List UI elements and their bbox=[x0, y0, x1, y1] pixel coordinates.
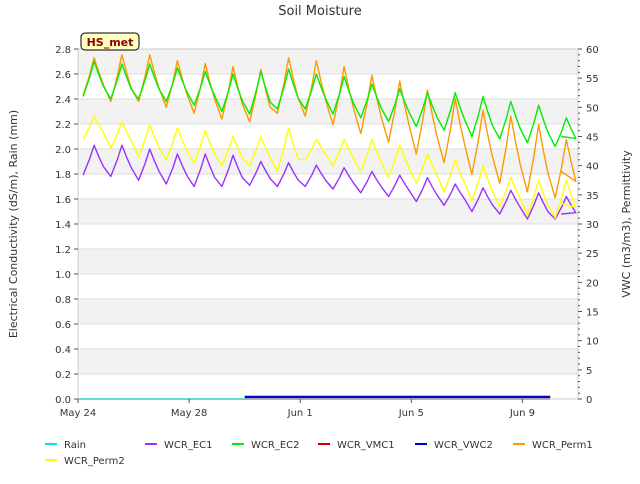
right-tick-label: 20 bbox=[586, 278, 599, 289]
legend-label: WCR_EC2 bbox=[251, 440, 299, 451]
right-axis-label: VWC (m3/m3), Permittivity bbox=[620, 150, 633, 298]
left-tick-label: 1.4 bbox=[55, 220, 71, 231]
chart-title: Soil Moisture bbox=[278, 4, 362, 19]
legend-item-wcr-ec1: WCR_EC1 bbox=[145, 440, 212, 451]
series-line-wcr-ec2 bbox=[82, 60, 577, 148]
legend-label: WCR_Perm2 bbox=[64, 456, 125, 467]
x-axis: May 24 May 28 Jun 1 Jun 5 Jun 9 bbox=[60, 399, 535, 419]
series-line-wcr-ec1 bbox=[82, 144, 577, 220]
right-tick-label: 15 bbox=[586, 308, 599, 319]
grid-band bbox=[78, 149, 578, 174]
left-tick-label: 2.4 bbox=[55, 95, 71, 106]
right-tick-label: 5 bbox=[586, 366, 592, 377]
grid-band bbox=[78, 249, 578, 274]
legend-item-rain: Rain bbox=[45, 440, 86, 451]
x-tick-label: May 24 bbox=[60, 408, 97, 419]
grid-band bbox=[78, 199, 578, 224]
legend: Rain WCR_EC1 WCR_EC2 WCR_VMC1 WCR_VWC2 WCR_Pe… bbox=[45, 440, 593, 467]
left-tick-label: 0.8 bbox=[55, 295, 71, 306]
left-tick-label: 2.8 bbox=[55, 45, 71, 56]
x-tick-label: Jun 1 bbox=[287, 408, 313, 419]
left-tick-label: 0.2 bbox=[55, 370, 71, 381]
left-tick-label: 1.0 bbox=[55, 270, 71, 281]
left-tick-label: 0.4 bbox=[55, 345, 71, 356]
legend-item-wcr-vmc1: WCR_VMC1 bbox=[318, 440, 395, 451]
right-tick-label: 60 bbox=[586, 45, 599, 56]
left-tick-label: 0.0 bbox=[55, 395, 71, 406]
legend-label: WCR_Perm1 bbox=[532, 440, 593, 451]
right-tick-label: 35 bbox=[586, 191, 599, 202]
legend-label: WCR_VMC1 bbox=[337, 440, 395, 451]
x-tick-label: Jun 9 bbox=[509, 408, 535, 419]
right-tick-label: 50 bbox=[586, 103, 599, 114]
series-line-wcr-perm2 bbox=[82, 115, 577, 219]
left-axis-label: Electrical Conductivity (dS/m), Rain (mm… bbox=[7, 110, 20, 338]
right-tick-label: 25 bbox=[586, 249, 599, 260]
right-tick-label: 30 bbox=[586, 220, 599, 231]
right-axis: 0 5 10 15 20 25 30 35 40 45 50 55 60 bbox=[578, 45, 599, 406]
station-badge-label: HS_met bbox=[87, 36, 134, 49]
legend-label: Rain bbox=[64, 440, 86, 451]
right-tick-label: 40 bbox=[586, 162, 599, 173]
grid-band bbox=[78, 299, 578, 324]
station-badge: HS_met bbox=[80, 32, 140, 51]
legend-item-wcr-perm2: WCR_Perm2 bbox=[45, 456, 125, 467]
grid-band bbox=[78, 49, 578, 74]
left-tick-label: 2.2 bbox=[55, 120, 71, 131]
legend-item-wcr-vwc2: WCR_VWC2 bbox=[415, 440, 493, 451]
legend-label: WCR_EC1 bbox=[164, 440, 212, 451]
left-axis: 0.0 0.2 0.4 0.6 0.8 1.0 1.2 1.4 1.6 1.8 2.0 2.2 2.4 2… bbox=[55, 45, 78, 406]
grid-lines bbox=[78, 48, 578, 400]
left-tick-label: 1.6 bbox=[55, 195, 71, 206]
right-tick-label: 55 bbox=[586, 74, 599, 85]
left-tick-label: 2.6 bbox=[55, 70, 71, 81]
legend-item-wcr-ec2: WCR_EC2 bbox=[232, 440, 299, 451]
left-tick-label: 1.8 bbox=[55, 170, 71, 181]
x-tick-label: May 28 bbox=[171, 408, 208, 419]
left-tick-label: 2.0 bbox=[55, 145, 71, 156]
left-tick-label: 1.2 bbox=[55, 245, 71, 256]
right-tick-label: 45 bbox=[586, 133, 599, 144]
x-tick-label: Jun 5 bbox=[398, 408, 424, 419]
left-tick-label: 0.6 bbox=[55, 320, 71, 331]
legend-item-wcr-perm1: WCR_Perm1 bbox=[513, 440, 593, 451]
alternating-grid-bands bbox=[78, 49, 578, 374]
grid-band bbox=[78, 349, 578, 374]
right-tick-label: 0 bbox=[586, 395, 592, 406]
series-line-wcr-perm1 bbox=[82, 54, 577, 199]
right-tick-label: 10 bbox=[586, 337, 599, 348]
legend-label: WCR_VWC2 bbox=[434, 440, 493, 451]
